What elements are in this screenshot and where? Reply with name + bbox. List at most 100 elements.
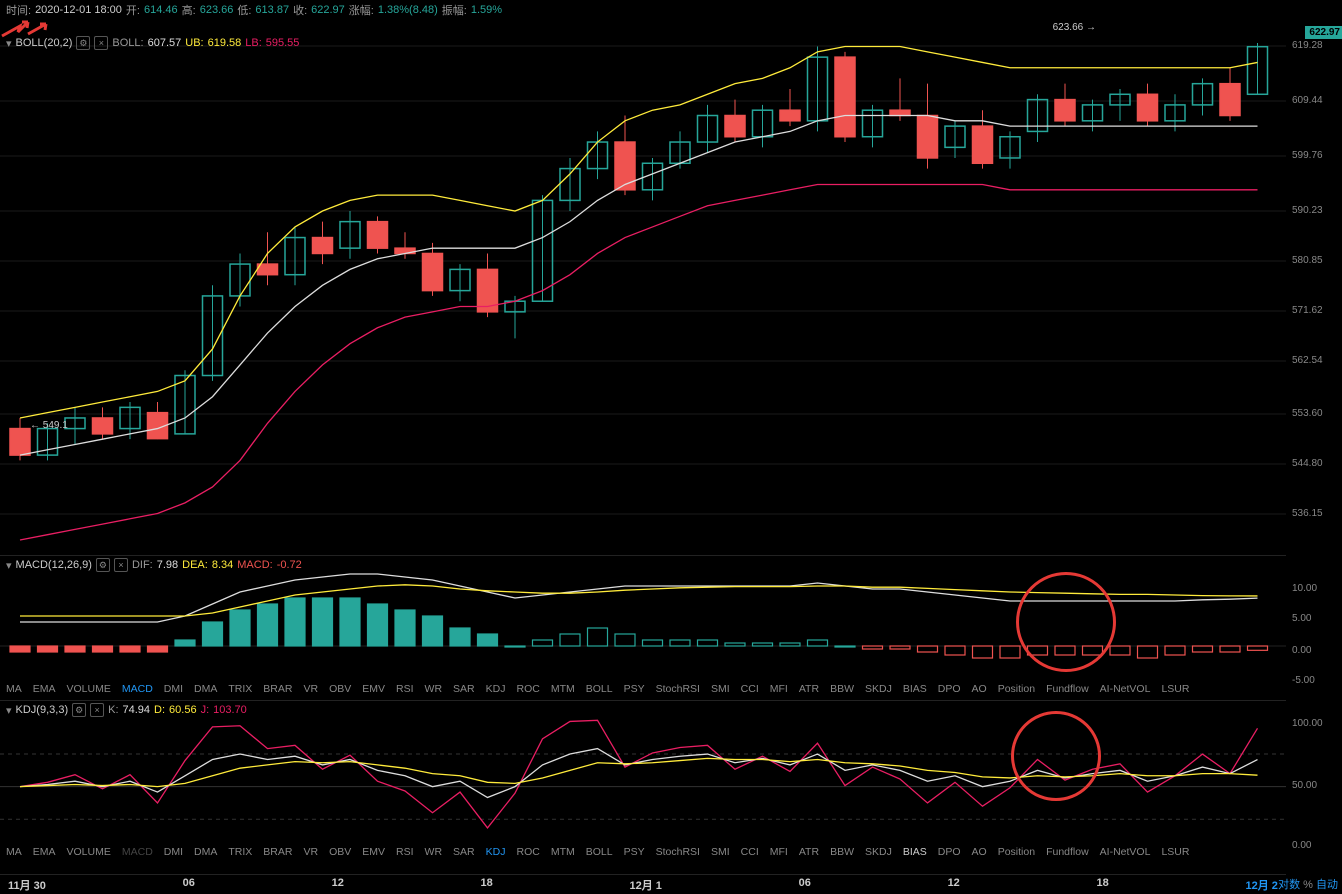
indicator-tab-boll[interactable]: BOLL (582, 846, 617, 858)
indicator-tab-ma[interactable]: MA (2, 846, 26, 858)
indicator-tab-skdj[interactable]: SKDJ (861, 683, 896, 695)
boll-mid-label: BOLL: (112, 37, 143, 49)
open-label: 开: (126, 2, 140, 18)
boll-settings-icon[interactable]: ⚙ (76, 36, 90, 50)
indicator-tab-dmi[interactable]: DMI (160, 683, 187, 695)
indicator-tab-macd[interactable]: MACD (118, 846, 157, 858)
indicator-tab-rsi[interactable]: RSI (392, 846, 418, 858)
indicator-tab-obv[interactable]: OBV (325, 683, 355, 695)
indicator-tab-roc[interactable]: ROC (512, 683, 543, 695)
kdj-close-icon[interactable]: × (90, 703, 104, 717)
indicator-tab-fundflow[interactable]: Fundflow (1042, 846, 1093, 858)
amp-value: 1.59% (471, 4, 502, 16)
indicator-tab-mtm[interactable]: MTM (547, 683, 579, 695)
indicator-tab-trix[interactable]: TRIX (224, 846, 256, 858)
boll-ub-value: 619.58 (208, 37, 242, 49)
macd-chart[interactable]: ▾ MACD(12,26,9) ⚙ × DIF:7.98 DEA:8.34 MA… (0, 555, 1286, 699)
indicator-tab-atr[interactable]: ATR (795, 846, 823, 858)
indicator-tab-stochrsi[interactable]: StochRSI (652, 683, 704, 695)
boll-close-icon[interactable]: × (94, 36, 108, 50)
indicator-tab-ema[interactable]: EMA (29, 846, 60, 858)
indicator-tab-sar[interactable]: SAR (449, 846, 479, 858)
indicator-tab-smi[interactable]: SMI (707, 846, 734, 858)
change-value: 1.38%(8.48) (378, 4, 438, 16)
indicator-tab-ma[interactable]: MA (2, 683, 26, 695)
indicator-tab-psy[interactable]: PSY (620, 683, 649, 695)
indicator-tab-ai-netvol[interactable]: AI-NetVOL (1096, 683, 1155, 695)
dif-label: DIF: (132, 559, 153, 571)
high-label: 高: (182, 2, 196, 18)
indicator-tab-lsur[interactable]: LSUR (1157, 683, 1193, 695)
boll-lb-label: LB: (245, 37, 262, 49)
indicator-tab-skdj[interactable]: SKDJ (861, 846, 896, 858)
indicator-tab-psy[interactable]: PSY (620, 846, 649, 858)
kdj-settings-icon[interactable]: ⚙ (72, 703, 86, 717)
indicator-tab-dpo[interactable]: DPO (934, 846, 965, 858)
indicator-tab-smi[interactable]: SMI (707, 683, 734, 695)
d-label: D: (154, 704, 165, 716)
indicator-tab-trix[interactable]: TRIX (224, 683, 256, 695)
indicator-tab-vr[interactable]: VR (299, 846, 322, 858)
indicator-tab-stochrsi[interactable]: StochRSI (652, 846, 704, 858)
indicator-tab-ai-netvol[interactable]: AI-NetVOL (1096, 846, 1155, 858)
indicator-tab-vr[interactable]: VR (299, 683, 322, 695)
macd-close-icon[interactable]: × (114, 558, 128, 572)
indicator-tab-volume[interactable]: VOLUME (63, 683, 115, 695)
indicator-tab-dma[interactable]: DMA (190, 683, 221, 695)
main-chart[interactable]: 时间:2020-12-01 18:00 开:614.46 高:623.66 低:… (0, 0, 1286, 554)
indicator-tab-dpo[interactable]: DPO (934, 683, 965, 695)
indicator-tab-rsi[interactable]: RSI (392, 683, 418, 695)
footer-options: 对数 % 自动 (1278, 876, 1338, 892)
indicator-tab-ema[interactable]: EMA (29, 683, 60, 695)
indicator-tab-cci[interactable]: CCI (737, 683, 763, 695)
kdj-chart[interactable]: ▾ KDJ(9,3,3) ⚙ × K:74.94 D:60.56 J:103.7… (0, 700, 1286, 860)
log-toggle[interactable]: 对数 (1278, 879, 1300, 891)
indicator-tab-bbw[interactable]: BBW (826, 846, 858, 858)
indicator-tab-kdj[interactable]: KDJ (482, 683, 510, 695)
indicator-tab-mfi[interactable]: MFI (766, 846, 792, 858)
indicator-tab-macd[interactable]: MACD (118, 683, 157, 695)
indicator-tab-brar[interactable]: BRAR (259, 683, 296, 695)
indicator-tab-cci[interactable]: CCI (737, 846, 763, 858)
indicator-tab-mtm[interactable]: MTM (547, 846, 579, 858)
indicator-tab-dmi[interactable]: DMI (160, 846, 187, 858)
time-label: 时间: (6, 2, 31, 18)
indicator-tab-dma[interactable]: DMA (190, 846, 221, 858)
indicator-tab-ao[interactable]: AO (968, 683, 991, 695)
indicator-tab-ao[interactable]: AO (968, 846, 991, 858)
indicator-tab-brar[interactable]: BRAR (259, 846, 296, 858)
boll-ub-label: UB: (185, 37, 203, 49)
indicator-tab-atr[interactable]: ATR (795, 683, 823, 695)
indicator-tab-roc[interactable]: ROC (512, 846, 543, 858)
indicator-tab-kdj[interactable]: KDJ (482, 846, 510, 858)
indicator-tab-position[interactable]: Position (994, 846, 1039, 858)
pct-toggle[interactable]: % (1303, 879, 1313, 891)
indicator-tab-mfi[interactable]: MFI (766, 683, 792, 695)
indicator-tab-volume[interactable]: VOLUME (63, 846, 115, 858)
close-label: 收: (293, 2, 307, 18)
indicator-tab-obv[interactable]: OBV (325, 846, 355, 858)
indicator-tab-emv[interactable]: EMV (358, 846, 389, 858)
boll-lb-value: 595.55 (266, 37, 300, 49)
indicator-tab-wr[interactable]: WR (421, 846, 447, 858)
indicator-tab-emv[interactable]: EMV (358, 683, 389, 695)
indicator-tab-bias[interactable]: BIAS (899, 683, 931, 695)
macd-settings-icon[interactable]: ⚙ (96, 558, 110, 572)
indicator-tab-fundflow[interactable]: Fundflow (1042, 683, 1093, 695)
high-value: 623.66 (200, 4, 234, 16)
indicator-tab-lsur[interactable]: LSUR (1157, 846, 1193, 858)
kdj-indicator-tabs: MAEMAVOLUMEMACDDMIDMATRIXBRARVROBVEMVRSI… (2, 846, 1284, 858)
dea-label: DEA: (182, 559, 208, 571)
indicator-tab-position[interactable]: Position (994, 683, 1039, 695)
j-label: J: (201, 704, 210, 716)
indicator-tab-bias[interactable]: BIAS (899, 846, 931, 858)
kdj-title: KDJ(9,3,3) (16, 704, 69, 716)
low-marker: ← 549.1 (30, 420, 68, 431)
amp-label: 振幅: (442, 2, 467, 18)
indicator-tab-bbw[interactable]: BBW (826, 683, 858, 695)
indicator-tab-sar[interactable]: SAR (449, 683, 479, 695)
indicator-tab-wr[interactable]: WR (421, 683, 447, 695)
indicator-tab-boll[interactable]: BOLL (582, 683, 617, 695)
auto-toggle[interactable]: 自动 (1316, 879, 1338, 891)
change-label: 涨幅: (349, 2, 374, 18)
